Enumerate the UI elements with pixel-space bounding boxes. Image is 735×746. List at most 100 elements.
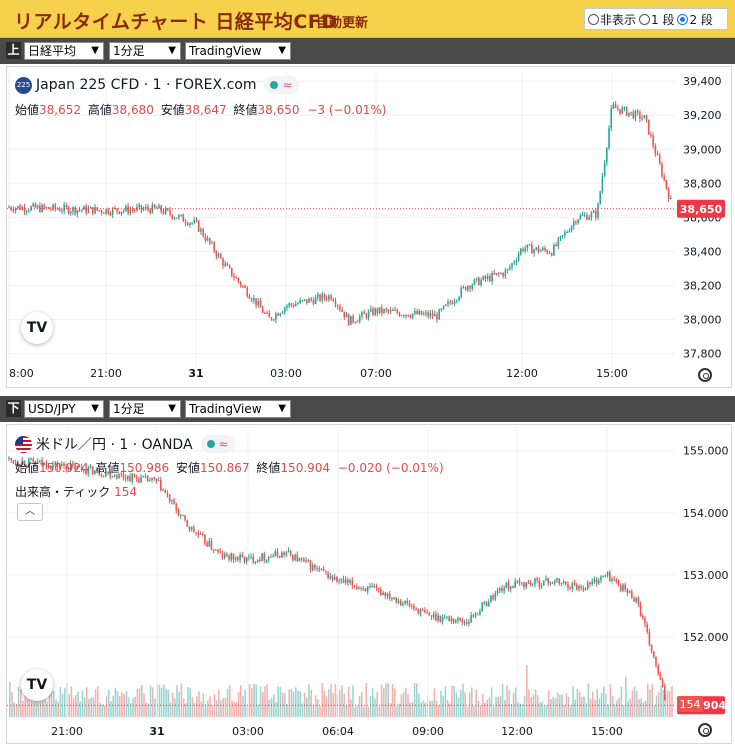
settings-gear-icon[interactable] [698, 368, 712, 382]
layout-option-2[interactable]: 2 段 [677, 11, 713, 28]
volume-bar [391, 684, 394, 717]
market-status-pill[interactable]: ≈ [200, 435, 235, 453]
settings-gear-icon[interactable] [698, 723, 712, 737]
candle-body [580, 586, 582, 588]
volume-bar [226, 688, 229, 717]
candle-body [361, 312, 363, 317]
candle-body [440, 308, 443, 310]
volume-bar [451, 685, 453, 717]
candle-body [215, 549, 217, 551]
candle-body [564, 581, 567, 585]
symbol-title: 米ドル／円 · 1 · OANDA [36, 437, 193, 453]
radio-icon[interactable] [588, 13, 599, 25]
top-source-select[interactable]: TradingView ▼ [185, 42, 291, 60]
radio-selected-icon[interactable] [677, 13, 689, 25]
candle-body [58, 209, 61, 212]
candle-body [588, 217, 590, 220]
volume-bar [631, 690, 634, 717]
tradingview-logo-icon[interactable]: TV [21, 312, 53, 344]
volume-bar [55, 699, 57, 717]
candle-body [470, 615, 472, 623]
volume-bar [215, 700, 218, 717]
volume-bar [508, 690, 510, 717]
top-symbol-select[interactable]: 日経平均 ▼ [24, 42, 104, 60]
candle-body [518, 580, 521, 583]
volume-bar [548, 690, 550, 717]
volume-bar [299, 691, 301, 717]
volume-bar [103, 705, 106, 717]
volume-bar [629, 698, 631, 717]
candle-body [376, 308, 379, 314]
market-status-pill[interactable]: ≈ [264, 76, 299, 94]
volume-bar [585, 703, 587, 717]
candle-body [153, 477, 156, 479]
volume-bar [200, 701, 202, 717]
tradingview-logo-icon[interactable]: TV [21, 669, 53, 701]
volume-bar [138, 688, 141, 717]
y-tick-label: 38,000 [683, 313, 722, 326]
radio-icon[interactable] [639, 13, 651, 25]
candle-body [663, 176, 665, 180]
volume-bar [310, 689, 312, 717]
candle-body [167, 208, 169, 211]
candle-body [78, 209, 81, 211]
collapse-legend-button[interactable]: ︿ [17, 503, 43, 521]
candle-body [520, 582, 523, 584]
volume-bar [457, 697, 460, 717]
bottom-symbol-select[interactable]: USD/JPY ▼ [24, 400, 104, 418]
candle-body [274, 551, 277, 557]
volume-bar [543, 705, 546, 717]
usdjpy-chart-panel[interactable]: 155.000 154.000 153.000 152.000 21:00 31 03:00… [6, 424, 732, 744]
candle-body [259, 559, 261, 561]
candle-body [461, 619, 464, 623]
layout-option-hide[interactable]: 非表示 [588, 11, 636, 28]
volume-bar [35, 696, 37, 717]
candle-body [415, 608, 417, 610]
candle-body [277, 313, 279, 316]
volume-bar [211, 705, 213, 717]
candle-body [213, 242, 215, 252]
candle-body [460, 287, 463, 297]
volume-bar [97, 686, 99, 717]
candle-body [583, 214, 586, 216]
candle-body [624, 584, 626, 590]
candle-body [416, 311, 418, 315]
volume-bar [506, 685, 508, 717]
candle-body [659, 674, 662, 680]
volume-bar [594, 699, 596, 717]
candle-body [158, 205, 160, 209]
candle-body [647, 119, 650, 135]
candle-body [425, 312, 427, 314]
volume-bar [90, 697, 92, 717]
candle-body [111, 208, 114, 215]
candle-body [591, 581, 593, 585]
volume-bar [550, 699, 552, 717]
top-interval-select[interactable]: 1分足 ▼ [109, 42, 181, 60]
volume-bar [484, 702, 486, 717]
layout-option-1[interactable]: 1 段 [639, 11, 674, 28]
volume-bar [486, 699, 488, 717]
nikkei-chart[interactable]: 39,40039,20039,00038,80038,60038,40038,2… [7, 67, 732, 388]
candle-body [439, 615, 442, 622]
candle-body [424, 610, 426, 613]
volume-bar [398, 703, 400, 717]
candle-body [74, 464, 76, 470]
candle-body [365, 313, 368, 318]
volume-bar [31, 689, 33, 717]
volume-bar [321, 683, 323, 717]
candle-body [471, 284, 474, 289]
volume-bar [429, 700, 431, 717]
bottom-source-select[interactable]: TradingView ▼ [185, 400, 291, 418]
candle-body [442, 305, 445, 309]
candle-body [92, 207, 94, 214]
volume-bar [169, 702, 172, 717]
candle-body [375, 586, 378, 589]
volume-bar [455, 693, 458, 717]
candle-body [519, 248, 522, 255]
candle-body [230, 553, 233, 560]
bottom-interval-select[interactable]: 1分足 ▼ [109, 400, 181, 418]
volume-bar [369, 696, 372, 717]
nikkei-chart-panel[interactable]: 39,400 39,200 39,000 38,800 38,600 38,400 38,2… [6, 66, 732, 388]
candle-body [540, 585, 543, 587]
usdjpy-chart[interactable]: 155.000 154.000 153.000 152.000 21:00 31 03:00… [7, 425, 732, 744]
